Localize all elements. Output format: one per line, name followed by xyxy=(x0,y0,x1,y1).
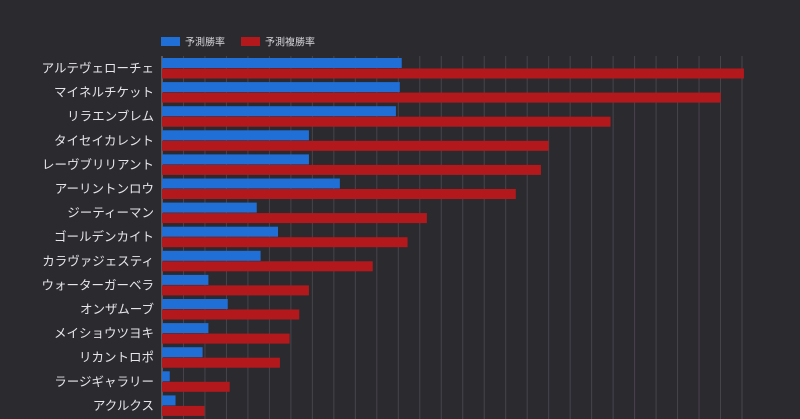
bar-win-9 xyxy=(162,274,209,285)
bar-win-1 xyxy=(162,82,400,93)
bar-win-14 xyxy=(162,395,176,406)
bar-win-11 xyxy=(162,323,209,334)
bars xyxy=(162,58,744,416)
bar-win-10 xyxy=(162,299,228,309)
category-label: アクルクス xyxy=(93,398,154,413)
category-label: リラエンブレム xyxy=(67,109,154,124)
bar-win-7 xyxy=(162,226,278,237)
category-label: オンザムーブ xyxy=(80,302,155,317)
bar-win-4 xyxy=(162,154,309,165)
legend-label: 予測複勝率 xyxy=(265,36,315,49)
legend-swatch xyxy=(241,37,260,46)
bar-place-4 xyxy=(162,164,541,175)
bar-win-6 xyxy=(162,202,257,213)
bar-place-1 xyxy=(162,92,721,103)
category-label: ウォーターガーベラ xyxy=(41,277,154,292)
bar-place-6 xyxy=(162,213,427,224)
bar-win-8 xyxy=(162,250,261,261)
category-labels: アルテヴェローチェマイネルチケットリラエンブレムタイセイカレントレーヴブリリアン… xyxy=(41,61,154,413)
bar-place-11 xyxy=(162,333,290,344)
category-label: レーヴブリリアント xyxy=(42,157,154,172)
bar-place-5 xyxy=(162,189,516,199)
category-label: カラヴァジェスティ xyxy=(42,253,154,268)
category-label: リカントロポ xyxy=(79,350,154,365)
bar-place-10 xyxy=(162,309,300,320)
category-label: ゴールデンカイト xyxy=(54,229,154,244)
bar-win-2 xyxy=(162,106,396,117)
grid-lines xyxy=(161,56,743,419)
bar-win-3 xyxy=(162,130,309,141)
bar-place-2 xyxy=(162,116,611,127)
bar-win-12 xyxy=(162,347,203,358)
bar-win-0 xyxy=(162,58,402,68)
legend-swatch xyxy=(161,37,180,46)
category-label: マイネルチケット xyxy=(54,85,154,100)
bar-place-3 xyxy=(162,140,549,151)
legend: 予測勝率 予測複勝率 xyxy=(161,36,315,49)
category-label: メイショウツヨキ xyxy=(54,326,154,341)
category-label: ラージギャラリー xyxy=(54,374,154,389)
bar-place-14 xyxy=(162,405,205,416)
legend-label: 予測勝率 xyxy=(185,36,225,49)
category-label: アーリントンロウ xyxy=(55,181,154,196)
bar-place-0 xyxy=(162,68,744,79)
bar-place-9 xyxy=(162,285,309,296)
category-label: アルテヴェローチェ xyxy=(42,61,154,76)
category-label: ジーティーマン xyxy=(67,205,154,220)
bar-place-12 xyxy=(162,357,280,368)
bar-place-8 xyxy=(162,261,373,272)
bar-place-13 xyxy=(162,381,230,392)
bar-win-13 xyxy=(162,371,170,382)
bar-win-5 xyxy=(162,178,340,189)
category-label: タイセイカレント xyxy=(54,133,154,148)
bar-place-7 xyxy=(162,237,408,248)
